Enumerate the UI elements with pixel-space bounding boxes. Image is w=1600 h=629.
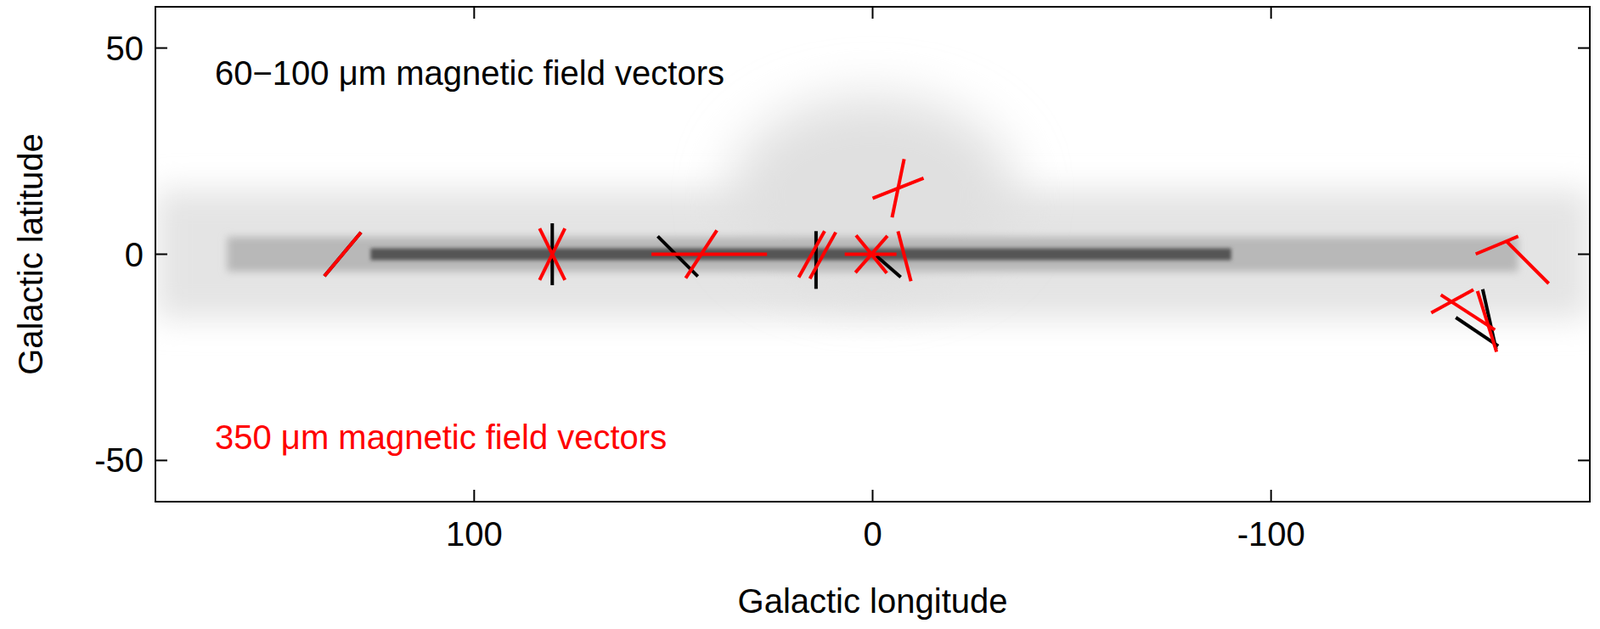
field-vector <box>1506 241 1550 284</box>
x-tick <box>1270 6 1273 19</box>
y-tick <box>155 47 168 50</box>
x-tick-label: 0 <box>862 515 882 553</box>
y-tick-label: -50 <box>94 441 144 479</box>
y-tick <box>155 459 168 462</box>
legend-label: 60−100 μm magnetic field vectors <box>214 54 725 92</box>
field-vector <box>897 231 911 282</box>
field-vector <box>539 228 565 281</box>
y-axis-title: Galactic latitude <box>11 133 50 376</box>
x-tick <box>1270 490 1273 502</box>
field-vector <box>324 232 361 277</box>
background-image <box>155 6 1590 502</box>
y-tick <box>1577 253 1590 256</box>
x-tick <box>872 490 874 502</box>
frame <box>155 6 1590 502</box>
y-tick-label: 0 <box>124 236 144 274</box>
midplane <box>370 248 1231 261</box>
y-tick <box>1577 47 1590 50</box>
field-vector <box>873 178 924 199</box>
x-tick-label: -100 <box>1237 515 1306 553</box>
field-vector <box>651 253 767 257</box>
x-tick <box>473 490 475 502</box>
plot-bg <box>155 6 1590 502</box>
x-tick-label: 100 <box>445 515 503 553</box>
legend-label: 350 μm magnetic field vectors <box>214 418 667 457</box>
field-vector <box>798 230 824 278</box>
x-tick <box>872 6 874 19</box>
field-vector <box>814 230 818 289</box>
y-tick <box>155 253 168 256</box>
y-tick <box>1577 459 1590 462</box>
field-vector <box>810 232 836 280</box>
field-vector <box>855 236 888 273</box>
y-tick-label: 50 <box>106 29 145 68</box>
x-axis-title: Galactic longitude <box>738 582 1009 620</box>
field-vector <box>539 228 565 281</box>
chart: 100 0 -100 -50 0 50 Galactic longitude Galactic… <box>0 0 1600 629</box>
field-vector <box>856 235 887 274</box>
field-vector <box>1477 291 1497 353</box>
x-tick <box>473 6 475 19</box>
vectors <box>324 158 1550 352</box>
field-vector <box>324 232 361 277</box>
